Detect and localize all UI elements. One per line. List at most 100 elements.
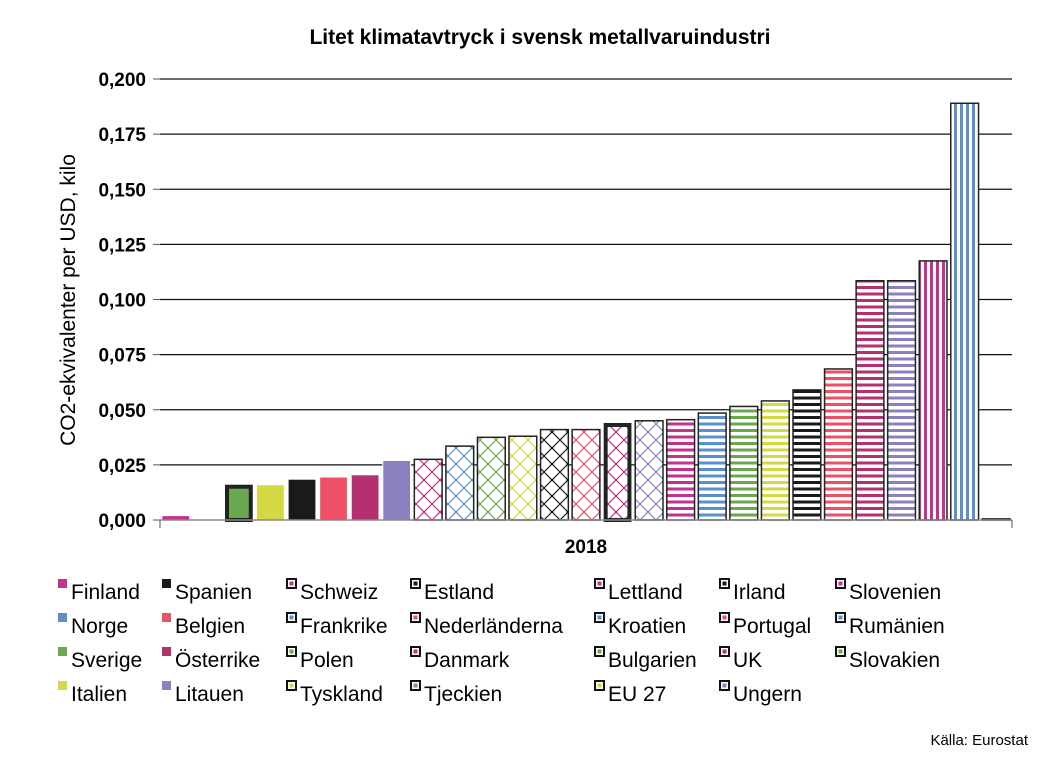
legend-label: Norge bbox=[71, 615, 128, 638]
legend-label: Ungern bbox=[733, 683, 802, 706]
legend-item: Finland bbox=[58, 579, 140, 604]
y-tick-label: 0,075 bbox=[98, 346, 146, 367]
bar-kroatien bbox=[697, 412, 727, 521]
legend-label: Portugal bbox=[733, 615, 811, 638]
legend-label: Finland bbox=[71, 581, 140, 604]
bar-eu-27 bbox=[760, 400, 790, 521]
legend-swatch bbox=[58, 681, 67, 690]
legend-item: Danmark bbox=[410, 646, 510, 672]
legend-swatch-pattern bbox=[289, 683, 294, 688]
legend-item: Lettland bbox=[594, 578, 683, 604]
bar-slovenien bbox=[918, 260, 948, 521]
legend-label: Kroatien bbox=[608, 615, 686, 638]
legend-item: Slovenien bbox=[835, 578, 941, 604]
legend-label: Irland bbox=[733, 581, 786, 604]
legend-swatch-pattern bbox=[722, 683, 727, 688]
legend-label: EU 27 bbox=[608, 683, 666, 706]
legend-swatch-pattern bbox=[597, 581, 602, 586]
legend-swatch-pattern bbox=[597, 683, 602, 688]
legend-swatch bbox=[162, 579, 171, 588]
legend-swatch-pattern bbox=[838, 649, 843, 654]
bar-danmark bbox=[603, 422, 632, 523]
legend-item: Slovakien bbox=[835, 646, 940, 672]
bar-tyskland bbox=[508, 435, 538, 521]
legend-item: Belgien bbox=[162, 613, 245, 638]
y-tick-label: 0,175 bbox=[98, 125, 146, 146]
y-tick-label: 0,100 bbox=[98, 291, 146, 312]
legend-swatch-pattern bbox=[413, 615, 418, 620]
bar-estland bbox=[539, 428, 570, 521]
legend-label: Slovenien bbox=[849, 581, 941, 604]
legend-label: Slovakien bbox=[849, 649, 940, 672]
y-tick-label: 0,000 bbox=[98, 511, 146, 532]
legend-swatch-pattern bbox=[722, 581, 727, 586]
gridlines bbox=[153, 78, 1012, 521]
legend-label: Rumänien bbox=[849, 615, 945, 638]
legend-swatch-pattern bbox=[413, 649, 418, 654]
bar-bulgarien bbox=[729, 405, 759, 521]
legend-item: Portugal bbox=[719, 612, 811, 638]
legend-item: Nederländerna bbox=[410, 612, 563, 638]
y-tick-label: 0,200 bbox=[98, 70, 146, 91]
legend-item: Kroatien bbox=[594, 612, 686, 638]
bar-sverige bbox=[225, 484, 253, 522]
legend-label: Nederländerna bbox=[424, 615, 563, 638]
bar-österrike bbox=[350, 474, 380, 521]
legend-swatch bbox=[58, 579, 67, 588]
legend-swatch bbox=[58, 647, 67, 656]
y-tick-label: 0,025 bbox=[98, 456, 146, 477]
legend-label: Sverige bbox=[71, 649, 142, 672]
legend-item: Spanien bbox=[162, 579, 252, 604]
legend-swatch-pattern bbox=[289, 649, 294, 654]
legend-label: Belgien bbox=[175, 615, 245, 638]
legend-label: Litauen bbox=[175, 683, 244, 706]
chart-title: Litet klimatavtryck i svensk metallvarui… bbox=[309, 26, 770, 49]
y-tick-labels: 0,000 0,025 0,050 0,075 0,100 0,125 0,150 0,175… bbox=[98, 70, 146, 532]
legend-item: Schweiz bbox=[286, 578, 378, 604]
legend-item: Tyskland bbox=[286, 680, 383, 706]
legend-item: Irland bbox=[719, 578, 786, 604]
legend-item: Litauen bbox=[162, 681, 244, 706]
legend-item: Sverige bbox=[58, 647, 142, 672]
legend-item: EU 27 bbox=[594, 680, 666, 706]
bar-spanien bbox=[287, 478, 317, 521]
bar-italien bbox=[256, 484, 285, 521]
legend-label: Lettland bbox=[608, 581, 683, 604]
legend-label: Schweiz bbox=[300, 581, 378, 604]
legend-item: Italien bbox=[58, 681, 127, 706]
legend-item: Ungern bbox=[719, 680, 802, 706]
bar-portugal bbox=[823, 368, 854, 521]
legend-swatch-pattern bbox=[413, 581, 418, 586]
bar-schweiz bbox=[413, 458, 443, 521]
legend-swatch-pattern bbox=[838, 581, 843, 586]
x-category-label: 2018 bbox=[565, 537, 607, 558]
legend-swatch-pattern bbox=[597, 615, 602, 620]
bar-rumänien bbox=[950, 102, 980, 521]
bar-polen bbox=[476, 436, 506, 521]
legend-swatch-pattern bbox=[413, 683, 418, 688]
legend-item: Tjeckien bbox=[410, 680, 502, 706]
legend-label: Danmark bbox=[424, 649, 510, 672]
source-note: Källa: Eurostat bbox=[930, 732, 1028, 749]
legend-label: Österrike bbox=[175, 649, 260, 672]
bars bbox=[161, 102, 1011, 523]
bar-uk bbox=[855, 280, 885, 521]
bar-lettland bbox=[666, 418, 696, 521]
legend-item: Österrike bbox=[162, 647, 260, 672]
bar-irland bbox=[792, 389, 822, 521]
legend-swatch bbox=[162, 647, 171, 656]
legend-label: Spanien bbox=[175, 581, 252, 604]
legend-swatch-pattern bbox=[838, 615, 843, 620]
y-tick-label: 0,050 bbox=[98, 401, 146, 422]
legend-item: Polen bbox=[286, 646, 354, 672]
legend-label: UK bbox=[733, 649, 762, 672]
legend-swatch-pattern bbox=[289, 615, 294, 620]
legend-item: Norge bbox=[58, 613, 128, 638]
legend-swatch-pattern bbox=[722, 615, 727, 620]
legend-label: Tyskland bbox=[300, 683, 383, 706]
bar-litauen bbox=[382, 459, 412, 521]
legend-label: Bulgarien bbox=[608, 649, 697, 672]
legend-item: Frankrike bbox=[286, 612, 388, 638]
legend-item: Bulgarien bbox=[594, 646, 697, 672]
legend-swatch-pattern bbox=[289, 581, 294, 586]
